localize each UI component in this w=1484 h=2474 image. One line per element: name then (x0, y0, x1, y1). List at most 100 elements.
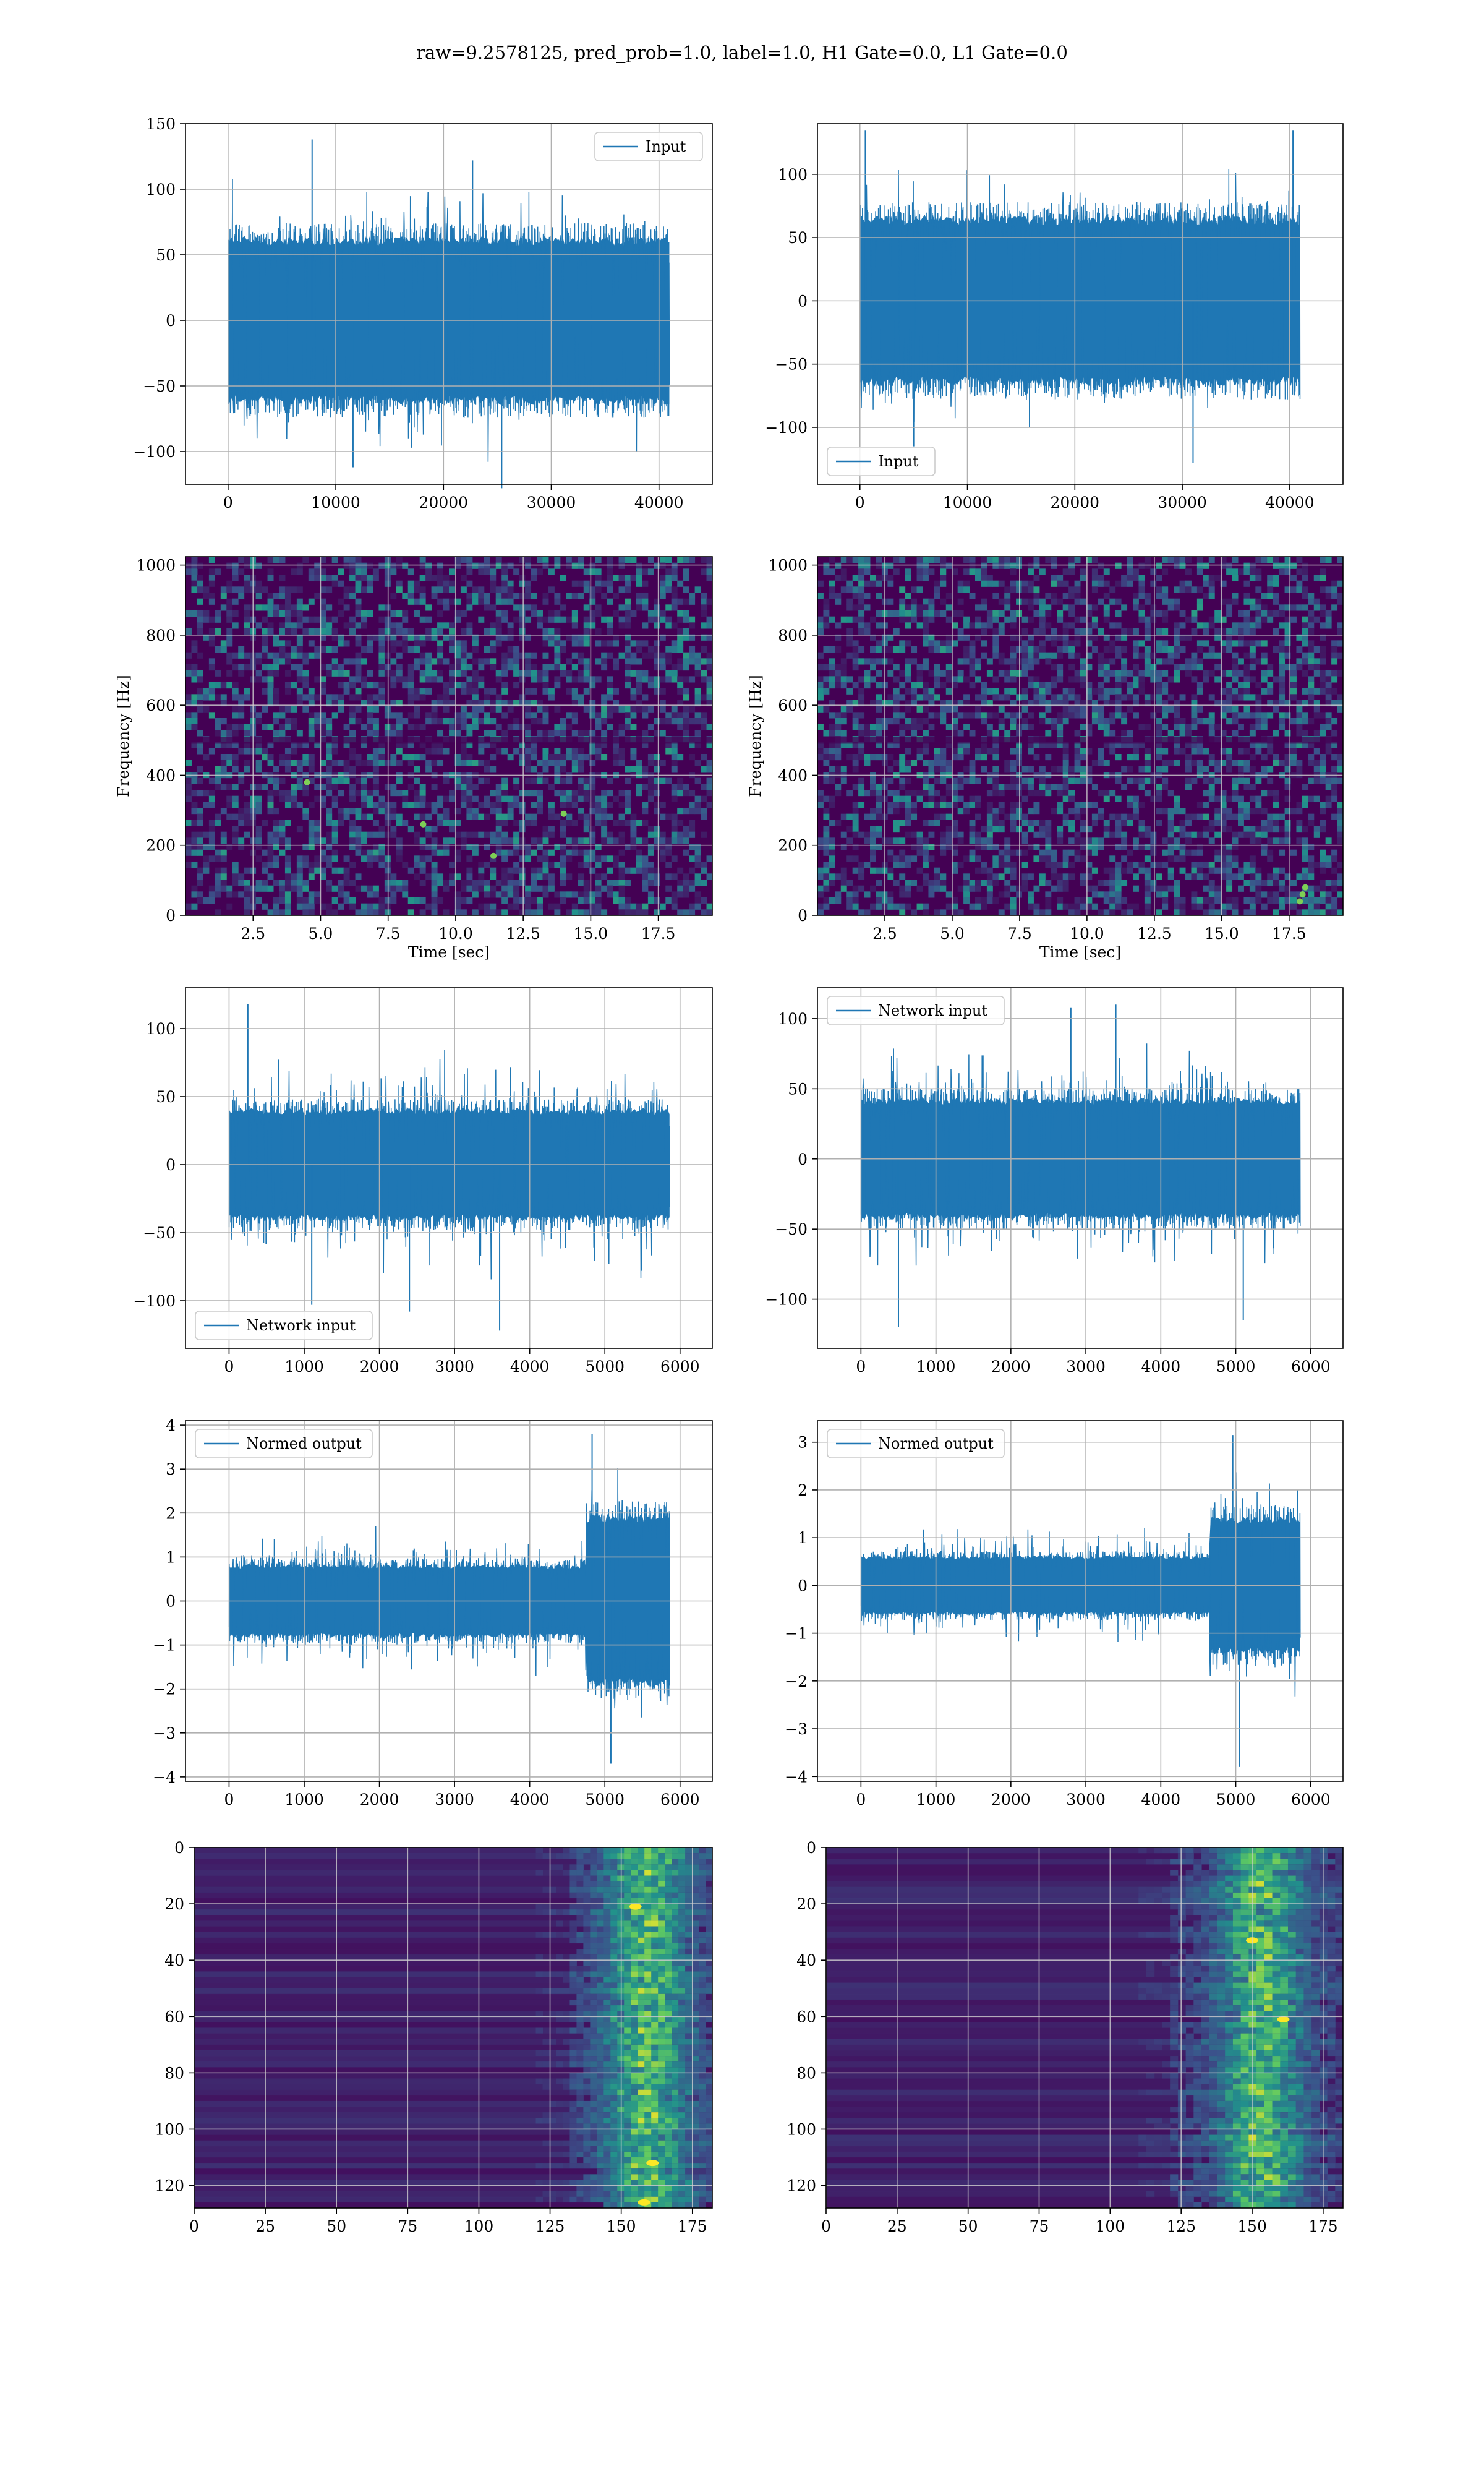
spec-l1-cell (864, 593, 871, 599)
spec-h1-cell (378, 688, 385, 695)
spec-l1-cell (858, 802, 865, 808)
spec-h1-xlabel: Time [sec] (408, 943, 490, 961)
input-h1-legend: Input (594, 132, 703, 161)
input-l1-ytick-label: 50 (788, 229, 808, 247)
spec-h1-cell (390, 891, 397, 898)
spec-h1-cell (378, 700, 385, 707)
spec-l1-cell (998, 694, 1005, 701)
spec-l1-cell (940, 682, 947, 689)
spec-h1-cell (431, 742, 438, 748)
spec-l1-cell (1174, 802, 1180, 808)
spec-l1-cell (1103, 610, 1110, 617)
spec-h1-cell (220, 754, 227, 761)
spec-l1-cell (1010, 622, 1017, 629)
spec-h1-cell (437, 748, 444, 755)
spec-h1-cell (571, 849, 578, 856)
spec-l1-cell (817, 891, 824, 898)
spec-l1-cell (1150, 885, 1157, 892)
spec-l1-cell (1010, 562, 1017, 569)
spec-l1-cell (1062, 634, 1069, 641)
spec-h1-cell (460, 682, 467, 689)
spec-h1-cell (595, 880, 602, 886)
spec-l1-cell (1004, 880, 1011, 886)
spec-h1-cell (571, 754, 578, 761)
spec-h1-cell (595, 844, 602, 850)
spec-l1-cell (928, 557, 935, 563)
spec-h1-cell (466, 795, 473, 802)
spec-l1-cell (998, 598, 1005, 605)
spec-l1-cell (1109, 700, 1116, 707)
spec-h1-cell (472, 598, 479, 605)
spec-h1-cell (495, 844, 502, 850)
spec-l1-cell (1185, 873, 1192, 880)
spec-l1-cell (1010, 712, 1017, 719)
spec-l1-cell (1115, 820, 1122, 826)
spec-h1-cell (630, 688, 637, 695)
spec-h1-cell (419, 658, 426, 665)
spec-l1-cell (1220, 844, 1227, 850)
spec-l1-cell (1010, 802, 1017, 808)
spec-h1-cell (554, 724, 561, 730)
spec-l1-cell (1174, 880, 1180, 886)
spec-h1-cell (449, 586, 455, 593)
spec-l1-cell (899, 909, 906, 916)
spec-l1-cell (1167, 604, 1174, 611)
spec-h1-cell (472, 670, 479, 677)
spec-l1-cell (1167, 790, 1174, 797)
spec-h1-cell (267, 664, 274, 671)
spec-l1-cell (1214, 575, 1221, 581)
spec-h1-cell (618, 831, 625, 838)
spec-h1-cell (654, 873, 660, 880)
spec-l1-cell (1208, 885, 1215, 892)
spec-h1-cell (472, 634, 479, 641)
spec-l1-cell (817, 837, 824, 844)
spec-h1-cell (355, 826, 362, 833)
spec-h1-cell (343, 867, 350, 874)
spec-l1-cell (1156, 808, 1162, 815)
spec-h1-cell (671, 784, 678, 790)
spec-h1-cell (208, 688, 215, 695)
spec-h1-cell (378, 742, 385, 748)
spec-h1-cell (367, 855, 373, 862)
spec-h1-cell (414, 706, 420, 713)
spec-l1-cell (1021, 706, 1028, 713)
spec-l1-cell (1133, 664, 1139, 671)
spec-h1-cell (589, 802, 596, 808)
spec-h1-cell (501, 849, 508, 856)
spec-l1-cell (1127, 568, 1133, 575)
spec-h1-cell (244, 730, 250, 737)
spec-h1-cell (548, 694, 555, 701)
spec-l1-cell (1174, 562, 1180, 569)
spec-h1-cell (484, 557, 490, 563)
spec-l1-cell (1133, 604, 1139, 611)
spec-h1-cell (349, 784, 356, 790)
spec-l1-cell (1196, 903, 1203, 910)
spec-l1-cell (899, 873, 906, 880)
spec-l1-cell (923, 682, 929, 689)
spec-h1-cell (484, 658, 490, 665)
spec-l1-cell (986, 622, 993, 629)
spec-h1-cell (296, 568, 303, 575)
spec-l1-cell (1004, 616, 1011, 623)
spec-h1-hotspot (420, 821, 427, 828)
spec-l1-cell (1162, 670, 1169, 677)
spec-h1-cell (583, 634, 590, 641)
spec-h1-cell (701, 610, 707, 617)
spec-h1-cell (601, 802, 608, 808)
spec-h1-cell (238, 586, 245, 593)
spec-l1-cell (870, 575, 876, 581)
spec-l1-cell (1039, 700, 1046, 707)
spec-h1-cell (279, 754, 286, 761)
spec-h1-cell (331, 557, 338, 563)
spec-h1-cell (191, 820, 198, 826)
spec-h1-cell (414, 802, 420, 808)
spec-h1-cell (701, 598, 707, 605)
spec-l1-cell (934, 754, 940, 761)
spec-l1-cell (1203, 580, 1209, 587)
spec-h1-cell (671, 760, 678, 766)
spec-l1-cell (1091, 903, 1098, 910)
spec-h1-cell (542, 837, 549, 844)
spec-h1-cell (244, 867, 250, 874)
spec-h1-cell (665, 748, 672, 755)
spec-l1-cell (1162, 748, 1169, 755)
